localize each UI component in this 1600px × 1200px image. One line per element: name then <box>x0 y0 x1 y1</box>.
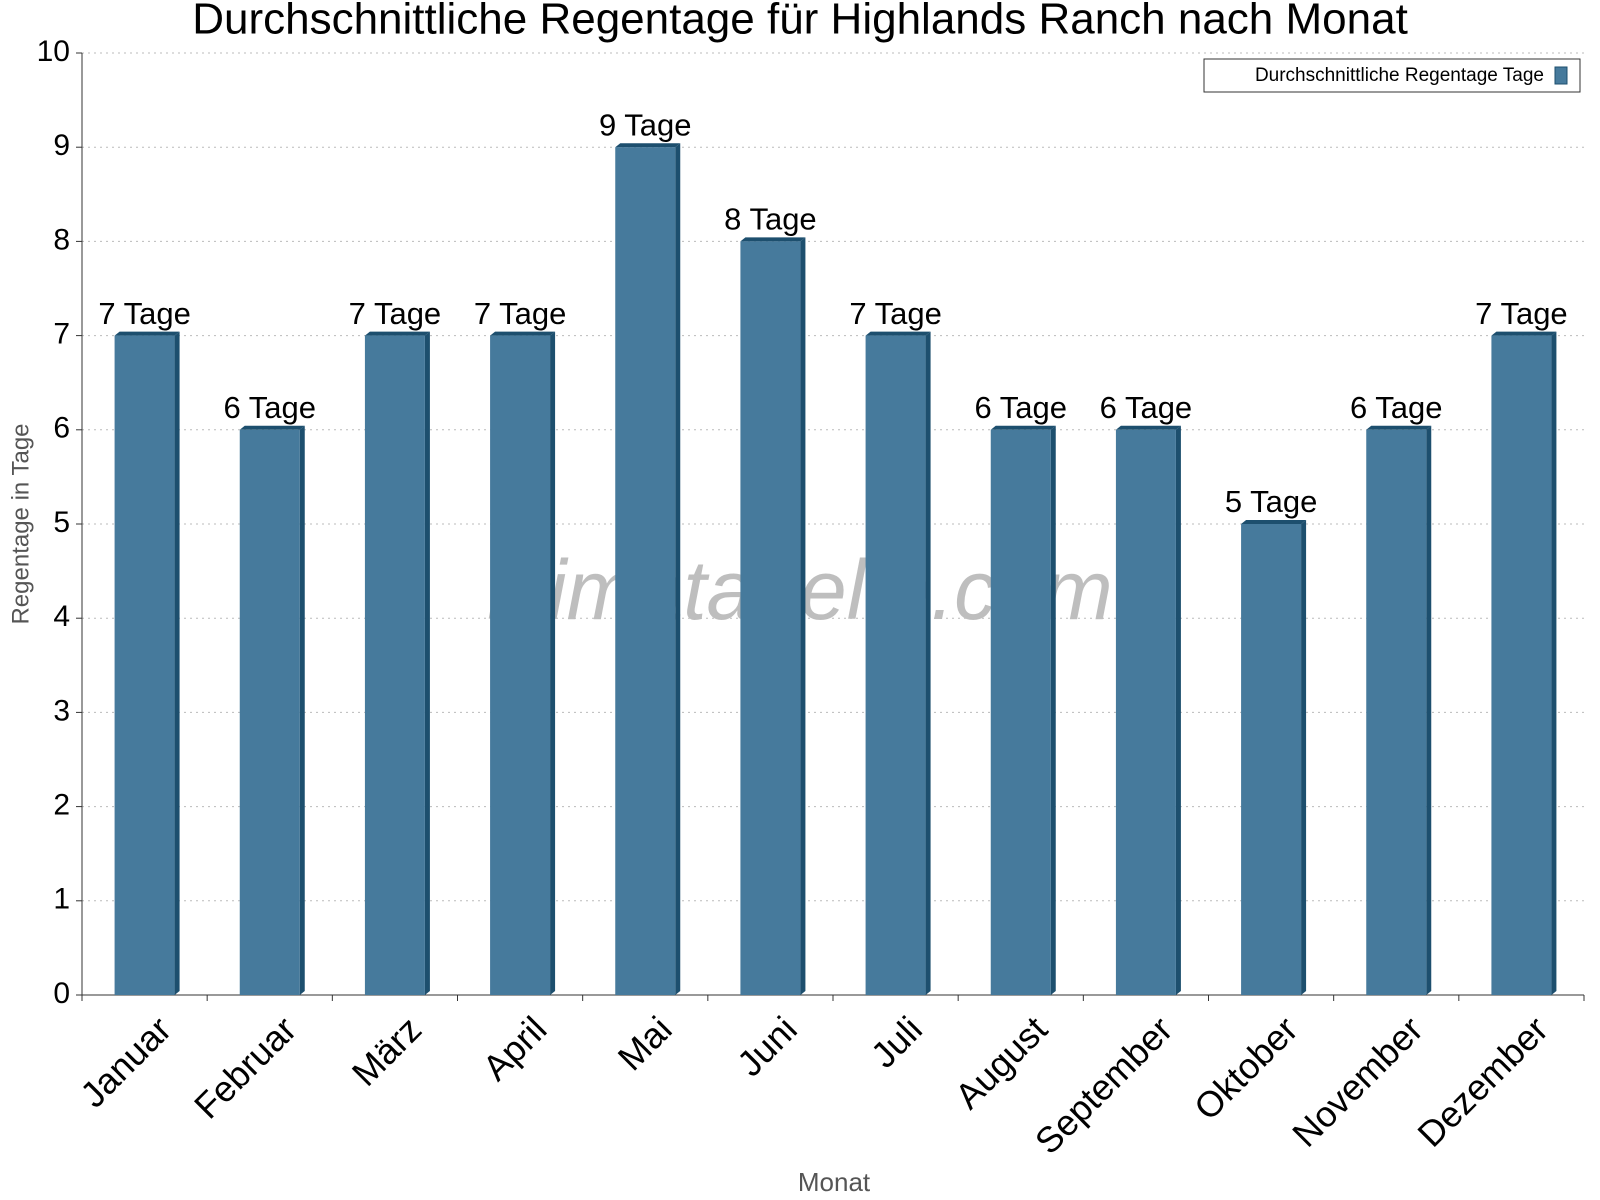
value-label: 8 Tage <box>724 202 817 237</box>
x-tick-label: Januar <box>72 1008 179 1115</box>
bar-side <box>925 331 931 996</box>
value-label: 7 Tage <box>474 296 567 331</box>
bar-top <box>114 331 180 336</box>
x-tick-label: Dezember <box>1409 1008 1555 1154</box>
value-label: 5 Tage <box>1225 484 1318 519</box>
bar-side <box>1175 425 1181 995</box>
bar <box>990 429 1051 995</box>
chart-title: Durchschnittliche Regentage für Highland… <box>192 0 1408 44</box>
y-tick-label: 4 <box>53 600 70 633</box>
bar <box>615 147 676 995</box>
bar <box>114 335 175 996</box>
value-label: 7 Tage <box>1475 296 1568 331</box>
bar-side <box>1301 520 1307 995</box>
bar-top <box>1241 520 1307 524</box>
y-axis-label: Regentage in Tage <box>7 423 34 624</box>
bar-side <box>174 331 180 996</box>
bar-top <box>1115 425 1181 430</box>
bar-side <box>424 331 430 996</box>
bar-top <box>865 331 931 336</box>
x-tick-label: März <box>344 1008 430 1094</box>
y-tick-label: 0 <box>53 977 70 1010</box>
bar-top <box>990 425 1056 430</box>
x-tick-label: Juli <box>863 1008 930 1075</box>
y-tick-label: 10 <box>37 35 70 68</box>
y-tick-label: 6 <box>53 412 70 445</box>
bar-side <box>1551 331 1557 996</box>
bar-top <box>615 143 681 148</box>
bar-top <box>490 331 556 336</box>
x-axis-label: Monat <box>798 1167 871 1197</box>
bar-top <box>740 237 806 242</box>
x-tick-label: April <box>475 1008 555 1088</box>
bar <box>239 429 300 995</box>
legend-box <box>1203 58 1581 93</box>
value-label: 7 Tage <box>849 296 942 331</box>
x-tick-label: August <box>947 1008 1055 1116</box>
y-tick-label: 1 <box>53 883 70 916</box>
x-tick-label: Oktober <box>1186 1008 1306 1128</box>
bar-top <box>364 331 430 336</box>
bar <box>1115 429 1176 995</box>
bar-top <box>1366 425 1432 430</box>
y-tick-label: 3 <box>53 694 70 727</box>
bar <box>1491 335 1552 996</box>
bar-side <box>550 331 556 996</box>
x-tick-label: Februar <box>186 1008 304 1126</box>
y-tick-label: 8 <box>53 223 70 256</box>
bar <box>364 335 425 996</box>
x-tick-label: Mai <box>610 1008 680 1078</box>
bar-side <box>299 425 305 995</box>
bar <box>865 335 926 996</box>
y-tick-label: 9 <box>53 129 70 162</box>
y-tick-label: 5 <box>53 506 70 539</box>
value-label: 9 Tage <box>599 107 692 142</box>
value-label: 7 Tage <box>349 296 442 331</box>
y-tick-label: 2 <box>53 789 70 822</box>
bar-side <box>800 237 806 995</box>
bar-side <box>1426 425 1432 995</box>
bar-top <box>239 425 305 430</box>
y-tick-label: 7 <box>53 318 70 351</box>
value-label: 6 Tage <box>1100 390 1193 425</box>
value-label: 7 Tage <box>98 296 191 331</box>
bar <box>1241 524 1302 995</box>
x-tick-label: Juni <box>729 1008 805 1084</box>
value-label: 6 Tage <box>974 390 1067 425</box>
legend-label: Durchschnittliche Regentage Tage <box>1255 65 1544 86</box>
value-label: 6 Tage <box>1350 390 1443 425</box>
bar-side <box>1050 425 1056 995</box>
bar-side <box>675 143 681 995</box>
x-tick-label: November <box>1284 1008 1430 1154</box>
x-tick-label: September <box>1027 1008 1181 1162</box>
bar <box>490 335 551 996</box>
legend-swatch <box>1554 66 1568 85</box>
bar <box>740 241 801 995</box>
bar <box>1366 429 1427 995</box>
bar-top <box>1491 331 1557 336</box>
value-label: 6 Tage <box>223 390 316 425</box>
